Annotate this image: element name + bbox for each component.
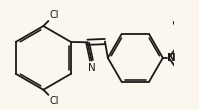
Text: Cl: Cl	[49, 95, 59, 105]
Text: N: N	[167, 53, 176, 63]
Text: N: N	[88, 62, 96, 72]
Text: Cl: Cl	[49, 10, 59, 20]
